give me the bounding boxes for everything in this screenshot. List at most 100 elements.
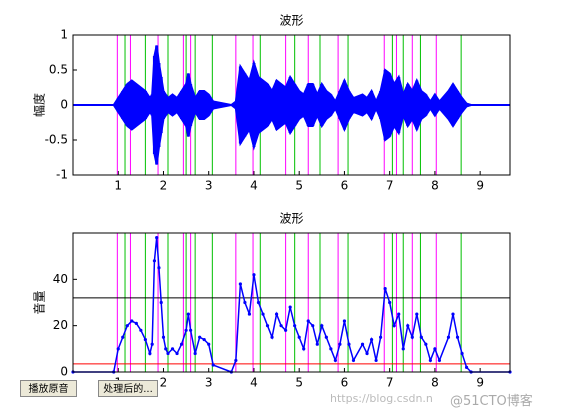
energy-point [157, 266, 161, 270]
chart-title: 波形 [279, 212, 303, 226]
energy-point [234, 358, 238, 363]
energy-point [383, 287, 387, 291]
x-tick-label: 2 [160, 376, 168, 390]
x-tick-label: 9 [476, 179, 484, 193]
x-tick-label: 5 [295, 376, 303, 390]
energy-point [419, 335, 423, 339]
energy-point [211, 363, 215, 367]
energy-point [320, 324, 324, 328]
x-tick-label: 3 [205, 376, 213, 390]
energy-point [388, 300, 392, 305]
energy-point [284, 328, 288, 332]
x-tick-label: 7 [386, 179, 394, 193]
energy-point [175, 351, 179, 356]
energy-point [351, 358, 356, 363]
energy-point [186, 312, 190, 316]
x-tick-label: 5 [295, 179, 303, 193]
energy-point [369, 337, 374, 342]
y-tick-label: 0 [60, 98, 68, 112]
energy-point [455, 335, 460, 339]
y-tick-label: 20 [53, 318, 68, 332]
energy-point [207, 342, 211, 346]
x-tick-label: 8 [431, 376, 439, 390]
x-tick-label: 8 [431, 179, 439, 193]
watermark: @51CTO博客 [450, 394, 533, 409]
axes-frame [72, 34, 511, 176]
y-tick-label: 40 [53, 272, 68, 286]
y-tick-label: 0.5 [49, 63, 68, 77]
energy-point [134, 321, 138, 325]
energy-point [329, 347, 333, 351]
x-tick-label: 3 [205, 179, 213, 193]
energy-point [274, 312, 279, 316]
energy-point [148, 351, 152, 356]
energy-point [189, 328, 193, 332]
energy-point [279, 324, 283, 328]
energy-line [73, 237, 510, 373]
y-tick-label: -1 [56, 168, 68, 182]
energy-point [342, 319, 347, 323]
x-tick-label: 1 [114, 179, 122, 193]
energy-point [179, 342, 184, 346]
y-tick-label: 1 [60, 28, 68, 42]
x-tick-label: 6 [341, 376, 349, 390]
energy-point [116, 347, 120, 351]
watermark: https://blog.csdn.n [330, 392, 433, 405]
energy-point [397, 312, 401, 316]
y-axis-label: 幅度 [32, 93, 47, 117]
x-tick-label: 6 [341, 179, 349, 193]
energy-point [139, 328, 143, 332]
x-tick-label: 9 [476, 376, 484, 390]
x-tick-label: 4 [250, 179, 258, 193]
energy-point [410, 335, 414, 339]
energy-point [159, 300, 163, 305]
y-tick-label: -0.5 [45, 133, 68, 147]
energy-point [247, 312, 252, 316]
axes-frame [72, 232, 511, 373]
processed-button[interactable]: 处理后的... [98, 380, 158, 397]
x-tick-label: 2 [160, 179, 168, 193]
y-axis-label: 音量 [32, 290, 47, 314]
energy-point [256, 300, 261, 305]
energy-point [379, 335, 383, 339]
energy-point [202, 337, 206, 342]
energy-point [166, 351, 170, 356]
energy-point [428, 358, 432, 363]
energy-point [433, 347, 437, 351]
energy-point [252, 273, 256, 277]
energy-point [324, 335, 328, 339]
energy-point [150, 342, 154, 346]
energy-point [311, 324, 315, 328]
energy-point [155, 236, 159, 240]
x-tick-label: 7 [386, 376, 394, 390]
energy-point [302, 347, 306, 351]
energy-point [297, 335, 301, 339]
energy-point [374, 358, 378, 363]
energy-point [401, 347, 405, 351]
energy-point [392, 324, 396, 328]
energy-point [265, 324, 270, 328]
energy-point [161, 335, 166, 339]
energy-point [338, 342, 342, 346]
energy-point [306, 319, 310, 323]
energy-point [261, 312, 265, 316]
energy-point [365, 351, 369, 356]
play-button[interactable]: 播放原音 [20, 380, 77, 397]
energy-point [446, 335, 451, 339]
energy-point [243, 300, 247, 305]
energy-point [437, 358, 442, 363]
energy-point [164, 347, 168, 351]
chart-title: 波形 [279, 14, 303, 28]
x-tick-label: 4 [250, 376, 258, 390]
energy-point [451, 312, 455, 316]
energy-point [406, 324, 410, 328]
energy-point [347, 342, 351, 346]
energy-point [288, 305, 292, 309]
energy-point [130, 319, 134, 323]
energy-point [125, 324, 129, 328]
energy-point [238, 282, 242, 286]
energy-point [184, 328, 188, 332]
energy-point [152, 259, 157, 263]
